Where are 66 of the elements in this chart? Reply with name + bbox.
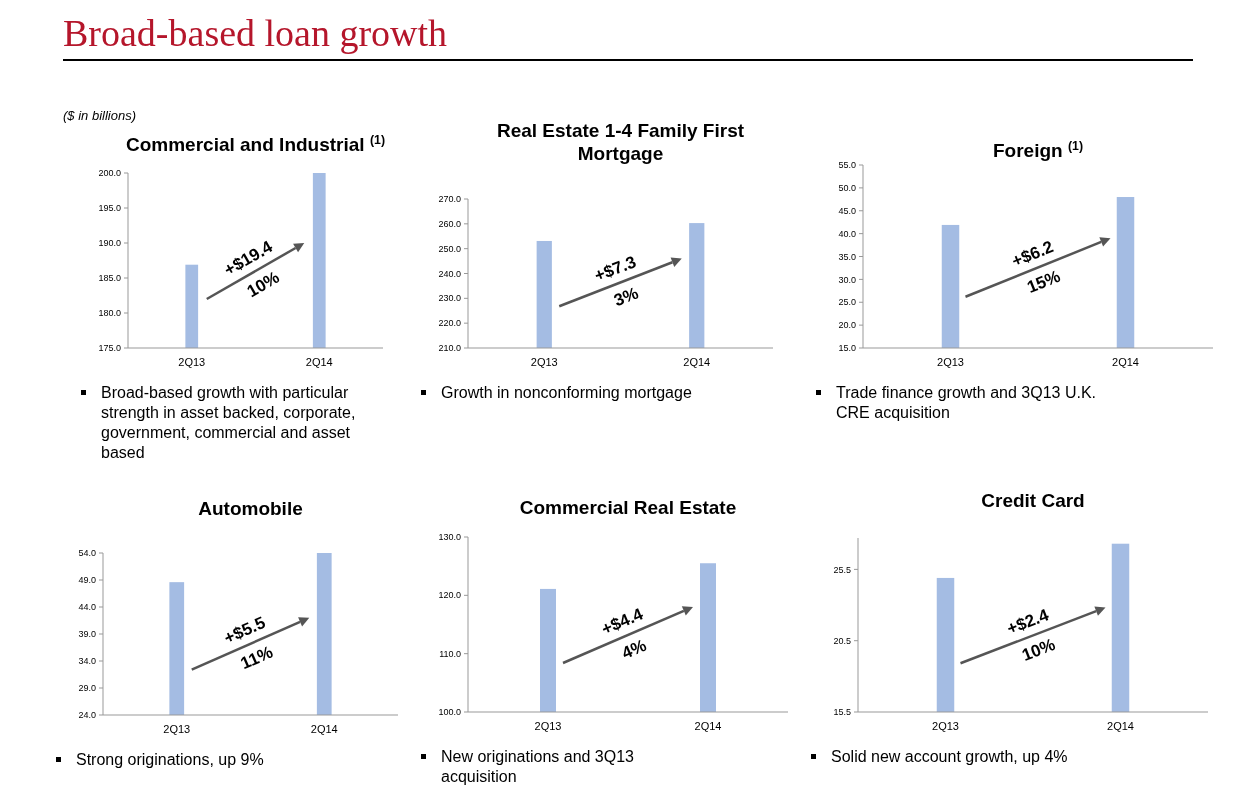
y-tick-label: 20.0 bbox=[838, 320, 856, 331]
chart-title: Real Estate 1-4 Family First Mortgage bbox=[496, 120, 745, 164]
annotation: 3% bbox=[611, 283, 642, 311]
x-tick-label: 2Q14 bbox=[683, 356, 711, 368]
annotation: 11% bbox=[237, 642, 276, 674]
y-tick-label: 190.0 bbox=[98, 238, 121, 249]
y-tick-label: 120.0 bbox=[438, 590, 461, 601]
y-tick-label: 55.0 bbox=[838, 160, 856, 171]
y-tick-label: 230.0 bbox=[438, 293, 461, 304]
y-tick-label: 29.0 bbox=[78, 683, 96, 694]
y-tick-label: 24.0 bbox=[78, 710, 96, 721]
y-tick-label: 100.0 bbox=[438, 707, 461, 718]
chart-title: Foreign $^{(1)}$ bbox=[992, 139, 1084, 161]
x-tick-label: 2Q14 bbox=[305, 356, 333, 368]
y-tick-label: 49.0 bbox=[78, 575, 96, 586]
y-tick-label: 35.0 bbox=[838, 251, 856, 262]
y-tick-label: 175.0 bbox=[98, 343, 121, 354]
x-tick-label: 2Q13 bbox=[937, 356, 964, 368]
y-tick-label: 220.0 bbox=[438, 318, 461, 329]
y-tick-label: 50.0 bbox=[838, 183, 856, 194]
x-tick-label: 2Q14 bbox=[1112, 356, 1139, 368]
text: Solid new account growth, up 4% bbox=[831, 748, 1068, 765]
y-tick-label: 185.0 bbox=[98, 273, 121, 284]
text: Trade finance growth and 3Q13 U.K. CRE acquisition bbox=[836, 384, 1096, 421]
y-tick-label: 45.0 bbox=[838, 205, 856, 216]
y-tick-label: 240.0 bbox=[438, 268, 461, 279]
chart-title: Commercial Real Estate bbox=[519, 497, 737, 518]
chart-title: Automobile bbox=[198, 498, 303, 519]
y-tick-label: 25.0 bbox=[838, 297, 856, 308]
y-tick-label: 44.0 bbox=[78, 602, 96, 613]
x-tick-label: 2Q14 bbox=[310, 723, 338, 735]
x-tick-label: 2Q13 bbox=[178, 356, 206, 368]
x-tick-label: 2Q14 bbox=[694, 720, 722, 732]
y-tick-label: 30.0 bbox=[838, 274, 856, 285]
x-tick-label: 2Q13 bbox=[530, 356, 558, 368]
text: Strong originations, up 9% bbox=[76, 751, 264, 768]
text: New originations and 3Q13 acquisition bbox=[441, 748, 635, 785]
text: Broad-based loan growth bbox=[63, 12, 448, 54]
y-tick-label: 39.0 bbox=[78, 629, 96, 640]
x-tick-label: 2Q13 bbox=[932, 720, 959, 732]
y-tick-label: 15.5 bbox=[833, 707, 851, 718]
y-tick-label: 210.0 bbox=[438, 343, 461, 354]
y-tick-label: 200.0 bbox=[98, 168, 121, 179]
text: Broad-based growth with particular strength in asset backed, corporate, government, commercial and asset based bbox=[101, 384, 356, 461]
y-tick-label: 260.0 bbox=[438, 218, 461, 229]
y-tick-label: 195.0 bbox=[98, 203, 121, 214]
y-tick-label: 250.0 bbox=[438, 243, 461, 254]
text: Growth in nonconforming mortgage bbox=[441, 384, 692, 401]
annotation: 10% bbox=[243, 267, 283, 302]
y-tick-label: 15.0 bbox=[838, 343, 856, 354]
y-tick-label: 110.0 bbox=[439, 648, 461, 659]
chart-title: Commercial and Industrial $^{(1)}$ bbox=[126, 133, 385, 155]
y-tick-label: 130.0 bbox=[438, 532, 461, 543]
y-tick-label: 25.5 bbox=[833, 564, 851, 575]
y-tick-label: 54.0 bbox=[78, 548, 96, 559]
x-tick-label: 2Q14 bbox=[1107, 720, 1134, 732]
y-tick-label: 180.0 bbox=[98, 308, 121, 319]
y-tick-label: 34.0 bbox=[78, 656, 96, 667]
x-tick-label: 2Q13 bbox=[163, 723, 191, 735]
chart-title: Credit Card bbox=[981, 490, 1085, 511]
y-tick-label: 20.5 bbox=[833, 635, 851, 646]
annotation: +$7.3 bbox=[591, 252, 639, 286]
x-tick-label: 2Q13 bbox=[534, 720, 562, 732]
y-tick-label: 270.0 bbox=[438, 194, 461, 205]
text: ($ in billions) bbox=[63, 108, 136, 123]
y-tick-label: 40.0 bbox=[838, 228, 856, 239]
